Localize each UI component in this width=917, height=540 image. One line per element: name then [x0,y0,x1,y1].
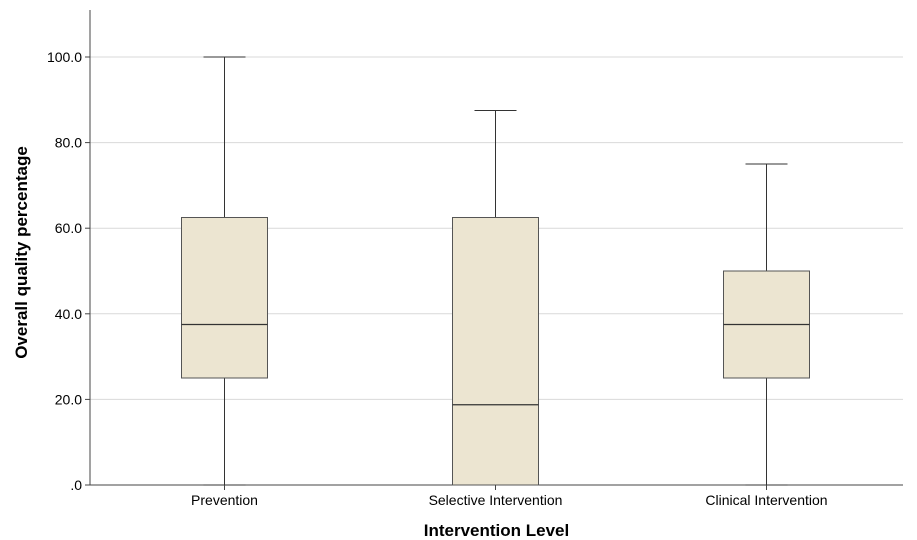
boxes [181,56,810,486]
x-tick-label: Prevention [191,492,258,508]
y-tick-labels: .0 20.0 40.0 60.0 80.0 100.0 [47,49,82,493]
x-tick-label: Clinical Intervention [705,492,827,508]
y-tick-label: 60.0 [55,220,82,236]
y-axis-title: Overall quality percentage [12,146,31,359]
y-tick-label: 80.0 [55,135,82,151]
box-2 [723,163,810,486]
box-0 [181,56,268,486]
x-tick-label: Selective Intervention [429,492,563,508]
box-1 [452,110,539,486]
iqr-box [181,217,268,379]
y-tick-label: 40.0 [55,306,82,322]
iqr-box [452,217,539,486]
x-axis-title: Intervention Level [424,521,569,540]
y-tick-label: .0 [70,477,82,493]
y-tick-label: 100.0 [47,49,82,65]
y-tick-label: 20.0 [55,391,82,407]
x-tick-labels: Prevention Selective Intervention Clinical… [191,485,828,508]
